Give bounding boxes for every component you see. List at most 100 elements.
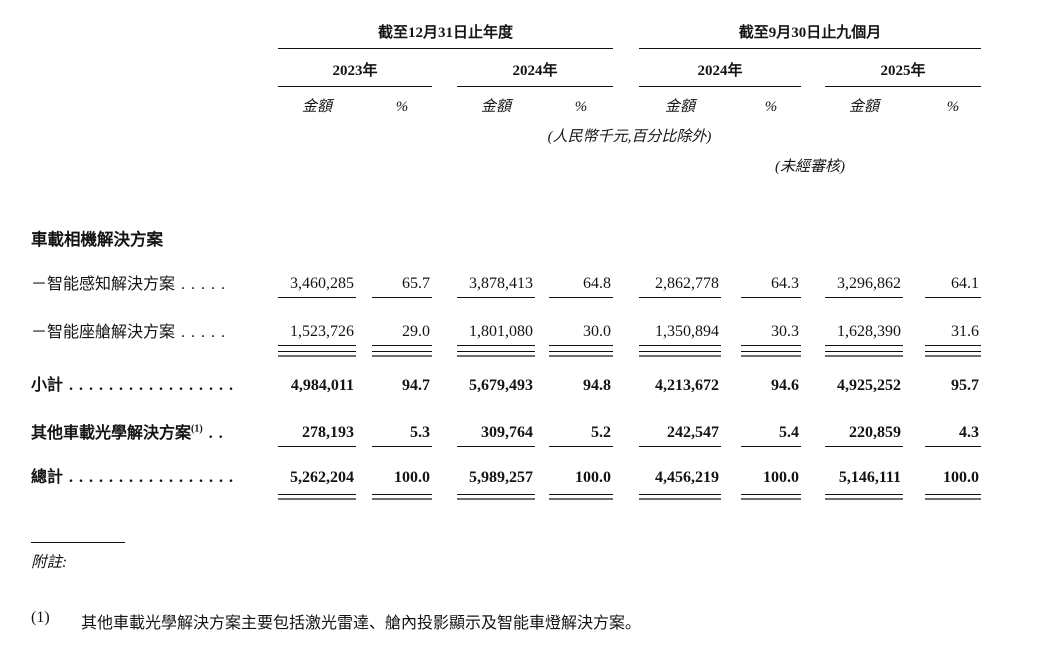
percent-column-header: % [946, 99, 960, 115]
percent-cell: 30.3 [741, 297, 802, 346]
footnote-divider [31, 542, 125, 543]
year-header-2025-9m: 2025年 [825, 48, 982, 87]
period-group-header-9m: 截至9月30日止九個月 [639, 18, 982, 49]
year-header-2023: 2023年 [278, 48, 432, 87]
percent-column-header: % [574, 99, 588, 115]
double-rule [825, 351, 904, 357]
amount-cell: 309,764 [457, 397, 535, 447]
double-rule [549, 351, 614, 357]
amount-column-header: 金額 [849, 99, 880, 115]
double-rule [278, 494, 356, 500]
row-label: 總計. . . . . . . . . . . . . . . . . [31, 469, 235, 486]
amount-cell: 220,859 [825, 397, 904, 447]
amount-cell: 3,460,285 [278, 250, 356, 298]
amount-cell: 4,925,252 [837, 377, 902, 394]
year-header-2024-9m: 2024年 [639, 48, 802, 87]
amount-cell: 4,456,219 [655, 469, 720, 486]
double-rule-row [31, 489, 982, 504]
percent-cell: 5.2 [549, 397, 614, 447]
percent-cell: 100.0 [394, 469, 430, 486]
double-rule [639, 351, 722, 357]
footnote-item: (1) 其他車載光學解決方案主要包括激光雷達、艙內投影顯示及智能車燈解決方案。 [31, 609, 1043, 633]
row-label: 小計. . . . . . . . . . . . . . . . . [31, 377, 235, 394]
unaudited-note-row: (未經審核) [31, 146, 981, 176]
unit-note-row: (人民幣千元,百分比除外) [31, 116, 981, 146]
subheader-row: 金額 % 金額 % 金額 % 金額 % [31, 87, 981, 117]
table-row-subtotal: 小計. . . . . . . . . . . . . . . . . 4,98… [31, 361, 981, 397]
amount-cell: 1,628,390 [825, 297, 904, 346]
double-rule-row [31, 346, 982, 362]
double-rule [457, 494, 535, 500]
footnote-text: 其他車載光學解決方案主要包括激光雷達、艙內投影顯示及智能車燈解決方案。 [81, 615, 642, 632]
year-header-row: 2023年 2024年 2024年 2025年 [31, 48, 982, 87]
percent-cell: 30.0 [549, 297, 614, 346]
dot-leader: . . [208, 424, 224, 442]
percent-cell: 100.0 [763, 469, 800, 486]
table-row-smart-perception: －智能感知解決方案. . . . . 3,460,285 65.7 3,878,… [31, 250, 982, 298]
percent-cell: 94.7 [402, 377, 430, 394]
percent-column-header: % [764, 99, 778, 115]
amount-column-header: 金額 [480, 99, 511, 115]
amount-cell: 5,679,493 [469, 377, 533, 394]
amount-cell: 1,523,726 [278, 297, 356, 346]
double-rule [925, 494, 982, 500]
period-group-row: 截至12月31日止年度 截至9月30日止九個月 [31, 18, 982, 49]
unaudited-note: (未經審核) [775, 159, 846, 175]
double-rule [925, 351, 982, 357]
double-rule [639, 494, 722, 500]
amount-cell: 2,862,778 [639, 250, 722, 298]
double-rule [372, 494, 432, 500]
amount-cell: 4,984,011 [290, 377, 354, 394]
double-rule [825, 494, 904, 500]
percent-cell: 29.0 [372, 297, 432, 346]
row-label: 其他車載光學解決方案(1). . [31, 423, 224, 442]
unit-note: (人民幣千元,百分比除外) [547, 129, 712, 145]
percent-cell: 65.7 [372, 250, 432, 298]
double-rule [741, 351, 802, 357]
section-title-row: 車載相機解決方案 [31, 222, 981, 250]
dot-leader: . . . . . . . . . . . . . . . . . [69, 377, 235, 394]
dot-leader: . . . . . [181, 275, 227, 293]
footnote-reference: (1) [191, 423, 203, 435]
amount-cell: 3,296,862 [825, 250, 904, 298]
amount-column-header: 金額 [301, 99, 332, 115]
percent-cell: 64.3 [741, 250, 802, 298]
percent-cell: 94.6 [771, 377, 800, 394]
amount-cell: 278,193 [278, 397, 356, 447]
amount-cell: 3,878,413 [457, 250, 535, 298]
year-header-2024: 2024年 [457, 48, 614, 87]
percent-cell: 64.8 [549, 250, 614, 298]
amount-cell: 5,989,257 [469, 469, 533, 486]
percent-cell: 31.6 [925, 297, 982, 346]
double-rule [741, 494, 802, 500]
amount-cell: 4,213,672 [655, 377, 720, 394]
section-title: 車載相機解決方案 [31, 230, 163, 249]
spacer-row [31, 176, 981, 222]
percent-cell: 5.4 [741, 397, 802, 447]
percent-cell: 100.0 [575, 469, 612, 486]
table-row-smart-cockpit: －智能座艙解決方案. . . . . 1,523,726 29.0 1,801,… [31, 297, 982, 346]
amount-cell: 242,547 [639, 397, 722, 447]
dot-leader: . . . . . . . . . . . . . . . . . [69, 469, 235, 486]
percent-column-header: % [395, 99, 409, 115]
amount-cell: 1,801,080 [457, 297, 535, 346]
row-label: －智能座艙解決方案. . . . . [31, 323, 227, 341]
percent-cell: 5.3 [372, 397, 432, 447]
double-rule [549, 494, 614, 500]
amount-column-header: 金額 [665, 99, 696, 115]
row-label: －智能感知解決方案. . . . . [31, 275, 227, 293]
amount-cell: 1,350,894 [639, 297, 722, 346]
double-rule [278, 351, 356, 357]
percent-cell: 64.1 [925, 250, 982, 298]
table-row-total: 總計. . . . . . . . . . . . . . . . . 5,26… [31, 447, 981, 490]
table-row-other-optical: 其他車載光學解決方案(1). . 278,193 5.3 309,764 5.2… [31, 397, 982, 447]
double-rule [372, 351, 432, 357]
double-rule [457, 351, 535, 357]
percent-cell: 4.3 [925, 397, 982, 447]
percent-cell: 100.0 [943, 469, 980, 486]
revenue-breakdown-table: 截至12月31日止年度 截至9月30日止九個月 2023年 2024年 2024… [31, 18, 982, 504]
amount-cell: 5,262,204 [290, 469, 354, 486]
amount-cell: 5,146,111 [838, 469, 902, 486]
dot-leader: . . . . . [181, 323, 227, 341]
footnote-heading: 附註: [31, 554, 68, 571]
